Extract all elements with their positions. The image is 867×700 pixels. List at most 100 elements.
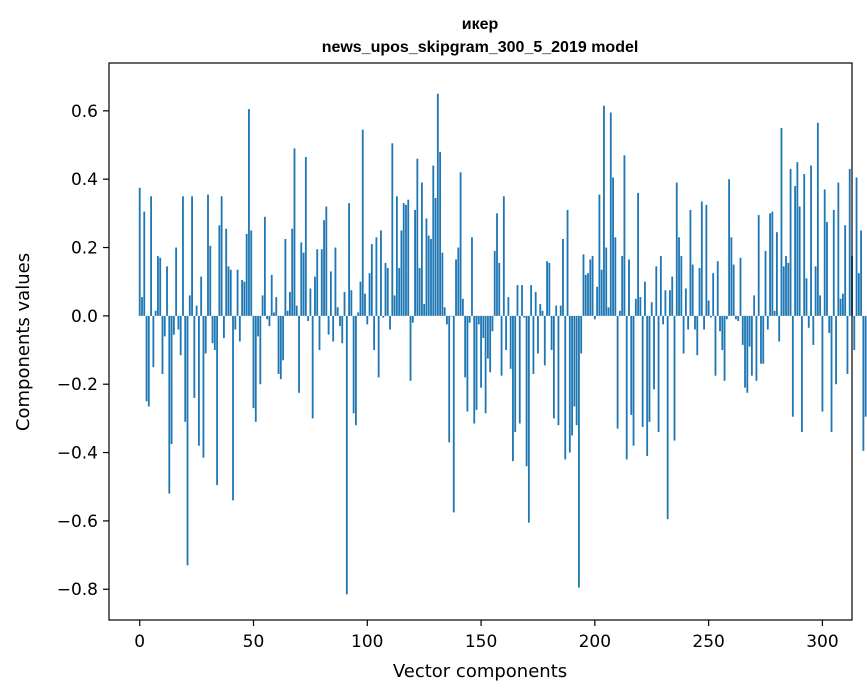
bar <box>564 315 567 460</box>
bar <box>684 288 687 316</box>
bar <box>459 172 462 316</box>
bar <box>341 315 344 344</box>
bar <box>304 156 307 316</box>
y-tick-label: −0.4 <box>57 444 98 464</box>
bar <box>541 310 544 316</box>
bar <box>191 196 193 316</box>
bar <box>735 315 737 320</box>
bar <box>302 252 305 316</box>
bar <box>355 315 357 426</box>
x-axis-ticks: 0 50 100 150 200 250 300 <box>134 620 839 652</box>
bar <box>177 315 180 330</box>
bar <box>220 196 223 316</box>
bar <box>159 257 162 316</box>
bar <box>862 315 865 451</box>
bar <box>398 268 401 316</box>
bar <box>232 315 234 501</box>
bar <box>573 315 576 407</box>
bar <box>591 256 594 316</box>
bar <box>814 266 817 316</box>
bar <box>860 230 863 316</box>
bar <box>521 285 523 316</box>
bar <box>730 237 733 316</box>
bar <box>723 315 726 381</box>
bar <box>332 315 335 342</box>
bar <box>605 247 608 316</box>
bar <box>407 199 410 316</box>
bar <box>197 315 200 446</box>
bar <box>769 213 771 316</box>
bar <box>291 228 294 316</box>
bar <box>766 315 769 330</box>
bar <box>373 315 376 351</box>
bar <box>801 315 803 433</box>
bar <box>828 315 831 333</box>
bar <box>236 269 239 316</box>
bar <box>352 315 355 414</box>
bar <box>580 315 583 354</box>
bar <box>755 315 758 381</box>
bar <box>537 315 539 354</box>
x-tick-label: 300 <box>806 632 838 652</box>
bar <box>348 203 350 316</box>
bar <box>202 315 205 458</box>
bar <box>143 211 146 316</box>
bar <box>168 315 171 494</box>
bar <box>673 315 676 441</box>
bar <box>409 315 412 381</box>
bar <box>138 187 141 316</box>
bar <box>691 264 694 316</box>
bar-series <box>138 93 867 595</box>
bar <box>630 315 633 415</box>
bar <box>609 112 612 316</box>
bar <box>625 315 628 460</box>
bar <box>245 233 248 316</box>
bar <box>841 293 844 316</box>
bar <box>163 315 166 337</box>
bar <box>361 129 364 316</box>
bar <box>252 315 255 409</box>
bar <box>700 201 703 316</box>
bar <box>484 315 487 414</box>
chart-title: икер <box>462 16 499 33</box>
bar <box>853 315 856 351</box>
bar <box>502 196 505 316</box>
bar <box>857 273 860 316</box>
bar <box>641 315 644 427</box>
y-axis-label: Components values <box>13 253 34 431</box>
bar <box>523 315 526 318</box>
x-tick-label: 50 <box>243 632 265 652</box>
bar <box>527 315 530 523</box>
bar <box>760 315 762 364</box>
bar <box>441 252 444 316</box>
bar <box>721 315 724 351</box>
bar <box>448 315 451 443</box>
bar <box>391 143 394 316</box>
bar <box>273 312 275 316</box>
bar <box>268 315 271 327</box>
bar <box>571 315 573 436</box>
bar <box>598 194 601 316</box>
bar <box>662 315 665 325</box>
plot-frame <box>108 62 853 621</box>
bar <box>835 315 837 385</box>
bar <box>664 290 667 316</box>
bar <box>377 315 380 378</box>
bar <box>666 315 669 520</box>
bar <box>368 273 371 316</box>
bar <box>254 315 257 422</box>
bar <box>678 237 680 316</box>
bar <box>771 211 774 316</box>
bar <box>295 305 298 316</box>
bar <box>787 262 790 316</box>
bar <box>170 315 173 445</box>
bar <box>188 295 191 316</box>
x-tick-label: 250 <box>692 632 724 652</box>
bar <box>653 315 655 390</box>
bar <box>512 315 514 462</box>
bar <box>389 315 391 330</box>
y-tick-label: 0.4 <box>71 170 98 190</box>
x-tick-label: 150 <box>465 632 497 652</box>
bar <box>286 310 289 316</box>
